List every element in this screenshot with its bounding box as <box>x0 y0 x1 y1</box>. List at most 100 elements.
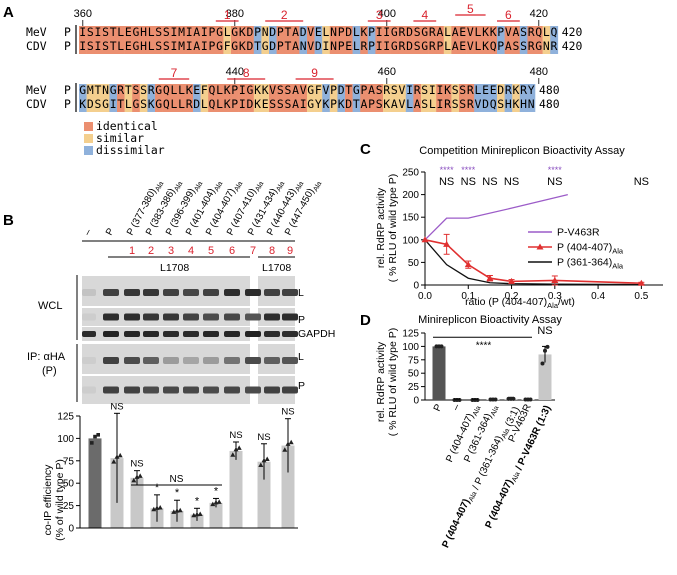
residue: G <box>133 39 140 53</box>
residue: S <box>520 39 527 53</box>
residue: R <box>148 83 155 97</box>
data-point <box>443 240 451 247</box>
residue: P <box>368 97 375 111</box>
blot-band <box>183 357 199 364</box>
data-point <box>233 446 239 452</box>
residue: Q <box>490 97 497 111</box>
blot-band <box>264 331 280 337</box>
legend-dissimilar-text: dissimilar <box>96 143 165 157</box>
data-point <box>288 439 294 445</box>
residue-cell <box>208 84 217 112</box>
bar <box>88 438 102 528</box>
significance-label: * <box>214 485 219 497</box>
residue: S <box>452 83 459 97</box>
data-point <box>464 261 472 268</box>
p-label: P <box>64 25 71 39</box>
residue: T <box>95 83 102 97</box>
residue: G <box>535 39 542 53</box>
lane-number: 9 <box>287 245 293 257</box>
residue: S <box>163 39 170 53</box>
residue-cell <box>261 84 270 112</box>
residue-cell <box>307 84 315 112</box>
residue-cell <box>193 84 201 112</box>
residue: S <box>376 97 383 111</box>
residue: R <box>429 25 436 39</box>
residue: L <box>178 97 185 111</box>
residue: P <box>497 25 504 39</box>
residue: E <box>459 25 466 39</box>
residue-cell <box>147 84 156 112</box>
significance-label: NS <box>281 407 294 418</box>
residue: L <box>406 97 413 111</box>
y-tick-label: 100 <box>57 434 74 445</box>
residue: R <box>117 83 124 97</box>
blot-right-label-l2: L <box>298 351 304 363</box>
blot-band <box>82 289 96 296</box>
legend-label: P (404-407)Ala <box>557 242 624 256</box>
residue: F <box>201 83 208 97</box>
residue: N <box>543 39 550 53</box>
residue-cell <box>155 84 163 112</box>
residue: D <box>247 39 254 53</box>
residue: I <box>383 39 390 53</box>
residue: S <box>155 25 162 39</box>
residue: R <box>444 97 451 111</box>
residue-cell <box>269 84 277 112</box>
residue: L <box>216 97 223 111</box>
blot-band <box>103 289 119 296</box>
residue: D <box>345 97 352 111</box>
residue: P <box>277 39 284 53</box>
data-point <box>171 509 177 514</box>
blot-band <box>282 357 298 364</box>
residue: L <box>224 25 231 39</box>
blot-band <box>224 289 240 296</box>
data-point <box>285 441 291 446</box>
residue: V <box>467 39 474 53</box>
blot-band <box>124 313 140 321</box>
blot-band <box>282 289 298 296</box>
residue: L <box>148 39 155 53</box>
residue-cell <box>94 26 103 54</box>
residue-cell <box>466 26 475 54</box>
residue-cell <box>481 26 490 54</box>
residue-end-number: 480 <box>539 83 560 97</box>
blot-band <box>103 313 119 321</box>
residue: I <box>437 97 444 111</box>
residue-cell <box>193 26 201 54</box>
residue: R <box>467 83 474 97</box>
residue: L <box>475 25 482 39</box>
residue-cell <box>421 26 429 54</box>
residue-cell <box>261 26 270 54</box>
residue-cell <box>170 26 179 54</box>
significance-ns: NS <box>439 176 454 188</box>
residue: S <box>285 97 292 111</box>
residue: L <box>353 39 360 53</box>
residue-cell <box>542 26 551 54</box>
blot-band <box>224 357 240 364</box>
residue-cell <box>329 26 338 54</box>
residue: P <box>368 25 375 39</box>
residue: K <box>444 83 451 97</box>
data-point <box>439 344 444 349</box>
blot-band <box>163 357 179 364</box>
blot-band <box>264 357 280 364</box>
residue-cell <box>367 84 376 112</box>
residue: S <box>87 25 94 39</box>
p-label: P <box>64 83 71 97</box>
residue-cell <box>337 84 346 112</box>
residue: I <box>110 97 117 111</box>
residue: P <box>368 39 375 53</box>
residue: F <box>224 39 231 53</box>
residue-cell <box>284 84 293 112</box>
residue-cell <box>436 26 445 54</box>
blot-band <box>163 289 179 296</box>
residue-end-number: 420 <box>562 39 583 53</box>
residue: L <box>543 25 550 39</box>
residue-cell <box>390 84 399 112</box>
residue: G <box>262 39 269 53</box>
residue: S <box>163 25 170 39</box>
residue-cell <box>413 84 422 112</box>
data-point <box>282 447 288 452</box>
data-point <box>545 344 550 349</box>
residue: S <box>95 97 102 111</box>
